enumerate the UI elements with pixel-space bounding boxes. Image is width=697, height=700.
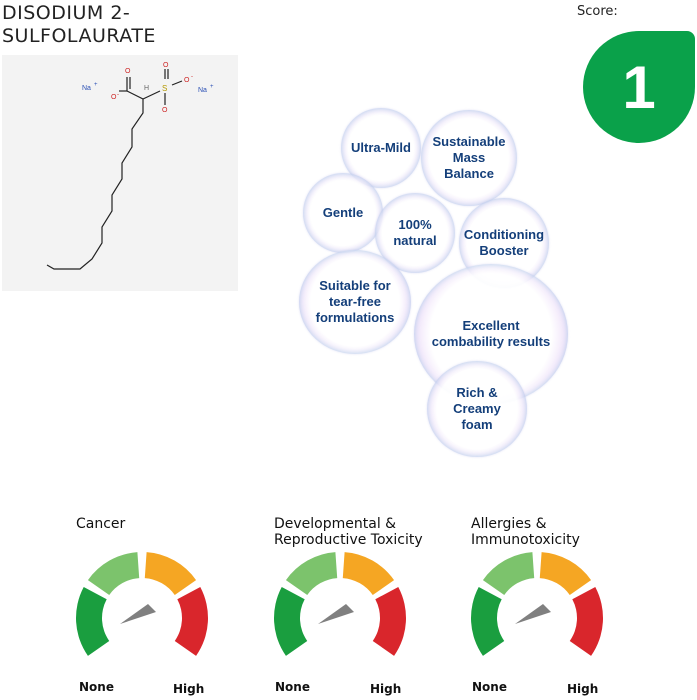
atom-label: +: [94, 82, 98, 88]
gauge-low-label: None: [79, 680, 114, 694]
score-value: 1: [622, 53, 656, 121]
atom-label: -: [191, 74, 193, 80]
bubble-label: Sustainable Mass Balance: [432, 134, 506, 181]
gauge-segment-none: [274, 587, 308, 656]
gauge-needle: [515, 604, 551, 624]
gauge-segment-low: [87, 552, 140, 596]
benefit-bubble: Sustainable Mass Balance: [421, 110, 517, 206]
atom-label: +: [210, 84, 214, 90]
gauge-segment-high: [569, 587, 603, 656]
gauge-needle: [318, 604, 354, 624]
gauge-segment-low: [285, 552, 338, 596]
gauge-needle: [120, 604, 156, 624]
gauge-label-cancer: Cancer: [76, 516, 126, 532]
atom-label: O: [184, 77, 190, 84]
risk-gauge-allergies: [471, 552, 603, 656]
gauge-segment-high: [174, 587, 208, 656]
gauge-segment-none: [471, 587, 505, 656]
bubble-label: Excellent combability results: [431, 318, 551, 349]
score-badge: 1: [583, 31, 695, 143]
ingredient-title: DISODIUM 2-SULFOLAURATE: [2, 2, 156, 47]
gauge-segment-high: [372, 587, 406, 656]
score-label: Score:: [577, 4, 618, 19]
gauge-segment-moderate: [342, 552, 395, 596]
gauge-high-label: High: [173, 682, 205, 696]
gauge-segment-moderate: [539, 552, 592, 596]
bubble-label: Ultra-Mild: [351, 140, 411, 155]
bubble-label: 100% natural: [393, 217, 437, 248]
atom-label: O: [111, 94, 117, 101]
gauge-high-label: High: [567, 682, 599, 696]
risk-gauge-developmental: [274, 552, 406, 656]
atom-label: -: [117, 92, 119, 98]
benefit-bubble: Suitable for tear-free formulations: [299, 250, 411, 354]
atom-label: Na: [82, 85, 91, 92]
gauge-high-label: High: [370, 682, 402, 696]
bubble-label: Conditioning Booster: [463, 227, 545, 258]
bubble-label: Suitable for tear-free formulations: [315, 278, 395, 325]
gauge-label-developmental: Developmental & Reproductive Toxicity: [274, 516, 423, 548]
molecule-structure-diagram: Na + O - O H S O O - Na + O: [46, 62, 214, 270]
risk-gauge-cancer: [76, 552, 208, 656]
gauge-segment-low: [482, 552, 535, 596]
bubble-label: Rich & Creamy foam: [453, 385, 501, 432]
gauge-low-label: None: [275, 680, 310, 694]
atom-label: Na: [198, 87, 207, 94]
gauge-low-label: None: [472, 680, 507, 694]
gauge-segment-moderate: [144, 552, 197, 596]
atom-label: O: [163, 62, 169, 69]
atom-label: O: [125, 68, 131, 75]
atom-label: O: [162, 107, 168, 114]
bubble-label: Gentle: [322, 205, 364, 220]
benefit-bubble: Gentle: [303, 173, 383, 253]
atom-label: S: [162, 84, 167, 93]
benefit-bubble: 100% natural: [375, 193, 455, 273]
gauge-label-allergies: Allergies & Immunotoxicity: [471, 516, 580, 548]
molecule-structure-image: Na + O - O H S O O - Na + O: [2, 55, 238, 291]
atom-label: H: [144, 85, 149, 92]
gauge-segment-none: [76, 587, 110, 656]
benefit-bubble: Rich & Creamy foam: [427, 361, 527, 457]
